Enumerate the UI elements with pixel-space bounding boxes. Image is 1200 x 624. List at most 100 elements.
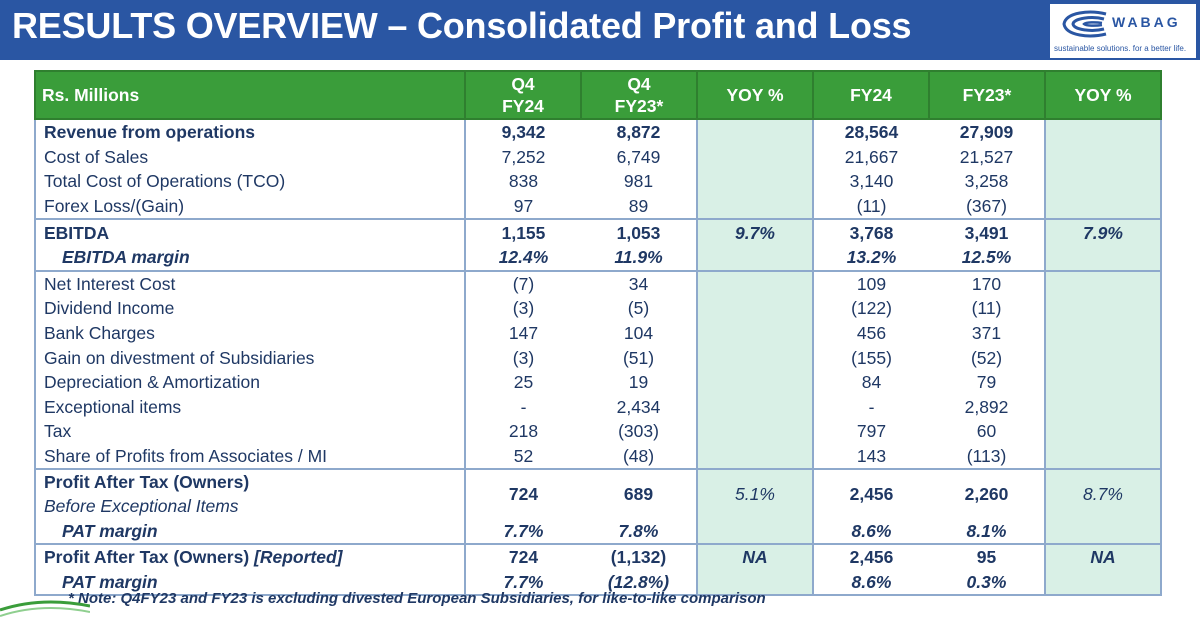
cell-q4fy23: (48) [622, 446, 655, 467]
cell-fy24: (155) [851, 347, 892, 368]
cell-fy23: 170 [929, 269, 1045, 297]
row-label: Dividend Income [34, 296, 466, 321]
cell-fy24: 797 [856, 421, 887, 442]
cell-yoy-q [696, 443, 814, 470]
row-label: Exceptional items [34, 394, 466, 420]
table-header-row: Rs. Millions Q4 FY24 Q4 FY23* YOY % FY24 F… [34, 70, 1162, 120]
cell-q4fy24: 97 [464, 193, 581, 220]
row-label-pat: Profit After Tax (Owners) Before Excepti… [34, 468, 466, 519]
row-label: Revenue from operations [34, 119, 466, 145]
table-row: Exceptional items - 2,434 - 2,892 [34, 394, 1162, 420]
table-row: Depreciation & Amortization 25 19 84 79 [34, 369, 1162, 395]
cell-fy24: 143 [856, 446, 887, 467]
cell-q4fy24: 724 [464, 468, 581, 519]
cell-fy24: 28,564 [844, 122, 899, 143]
cell-yoy-fy [1044, 144, 1162, 170]
row-label: Cost of Sales [34, 144, 466, 170]
cell-yoy-fy [1044, 269, 1162, 297]
row-label: Profit After Tax (Owners) [44, 547, 250, 568]
cell-yoy-q [696, 569, 814, 597]
cell-q4fy23: 19 [628, 372, 649, 393]
cell-q4fy24: 12.4% [464, 244, 581, 271]
cell-q4fy24: 9,342 [464, 119, 581, 145]
cell-yoy-fy [1044, 518, 1162, 544]
cell-yoy-fy [1044, 244, 1162, 271]
cell-fy23: 60 [976, 421, 997, 442]
cell-fy23: (11) [971, 298, 1002, 319]
cell-yoy-q [696, 269, 814, 297]
cell-fy24: 8.6% [813, 569, 929, 597]
table-row: Profit After Tax (Owners) [Reported] 724… [34, 542, 1162, 570]
cell-q4fy24: - [464, 394, 581, 420]
cell-fy23: 8.1% [966, 520, 1007, 541]
header-yoy-quarter: YOY % [696, 70, 814, 120]
slide-title: RESULTS OVERVIEW – Consolidated Profit a… [12, 5, 912, 46]
cell-fy24: - [868, 396, 875, 417]
wabag-swirl-icon [1062, 10, 1107, 38]
cell-fy23: (113) [966, 446, 1007, 467]
cell-yoy-q [696, 394, 814, 420]
cell-fy24: (11) [856, 196, 887, 217]
cell-q4fy24: 25 [464, 369, 581, 395]
cell-fy23: 21,527 [959, 146, 1014, 167]
cell-q4fy23: (12.8%) [581, 569, 697, 597]
cell-yoy-fy [1044, 169, 1162, 194]
slide-header: RESULTS OVERVIEW – Consolidated Profit a… [0, 0, 1200, 60]
row-label: Tax [34, 419, 466, 444]
table-row: Total Cost of Operations (TCO) 838 981 3… [34, 169, 1162, 194]
cell-yoy-fy: NA [1044, 542, 1162, 570]
cell-q4fy24: 7.7% [464, 569, 581, 597]
cell-q4fy23: (5) [627, 298, 650, 319]
cell-q4fy23: 8,872 [616, 122, 661, 143]
table-row: Bank Charges 147 104 456 371 [34, 320, 1162, 346]
row-sublabel: Before Exceptional Items [44, 496, 239, 517]
cell-yoy-q [696, 169, 814, 194]
cell-yoy-fy: 7.9% [1044, 218, 1162, 245]
logo-tagline: sustainable solutions. for a better life… [1054, 44, 1187, 53]
cell-yoy-q: 5.1% [696, 468, 814, 519]
header-yoy-fy: YOY % [1044, 70, 1162, 120]
cell-fy24: 3,768 [813, 218, 929, 245]
cell-q4fy24: (3) [464, 345, 581, 370]
cell-q4fy24: (7) [464, 269, 581, 297]
cell-yoy-q [696, 518, 814, 544]
cell-q4fy23: 1,053 [581, 218, 697, 245]
cell-q4fy24: 7.7% [464, 518, 581, 544]
row-label: EBITDA margin [34, 244, 466, 271]
cell-q4fy23: (303) [618, 421, 659, 442]
cell-q4fy24: 7,252 [464, 144, 581, 170]
cell-q4fy24: 52 [464, 443, 581, 470]
cell-fy24: 2,456 [813, 542, 929, 570]
cell-fy23: 3,258 [964, 171, 1009, 192]
cell-yoy-fy [1044, 569, 1162, 597]
table-row: Dividend Income (3) (5) (122) (11) [34, 296, 1162, 321]
row-label: Share of Profits from Associates / MI [34, 443, 466, 470]
cell-yoy-fy [1044, 443, 1162, 470]
row-label: PAT margin [34, 569, 466, 597]
cell-yoy-fy [1044, 394, 1162, 420]
cell-yoy-q [696, 345, 814, 370]
company-logo: WABAG sustainable solutions. for a bette… [1050, 4, 1196, 58]
table-row: Net Interest Cost (7) 34 109 170 [34, 269, 1162, 297]
cell-yoy-q [696, 119, 814, 145]
table-row: Forex Loss/(Gain) 97 89 (11) (367) [34, 193, 1162, 220]
cell-fy24: 3,140 [849, 171, 894, 192]
cell-fy23: (367) [966, 196, 1007, 217]
table-row: EBITDA margin 12.4% 11.9% 13.2% 12.5% [34, 244, 1162, 271]
cell-yoy-fy [1044, 369, 1162, 395]
cell-fy23: 79 [976, 372, 997, 393]
cell-yoy-fy: 8.7% [1044, 468, 1162, 519]
cell-yoy-q [696, 193, 814, 220]
logo-wordmark: WABAG [1112, 14, 1181, 30]
row-label-suffix: [Reported] [254, 547, 343, 568]
row-label: Forex Loss/(Gain) [34, 193, 466, 220]
cell-yoy-fy [1044, 296, 1162, 321]
header-q4-fy23: Q4 FY23* [580, 70, 698, 120]
cell-fy24: 84 [861, 372, 882, 393]
cell-q4fy24: 147 [464, 320, 581, 346]
cell-q4fy23: 689 [581, 468, 697, 519]
header-fy23: FY23* [928, 70, 1046, 120]
cell-q4fy24: 1,155 [464, 218, 581, 245]
cell-fy23: 371 [971, 323, 1002, 344]
decorative-swoosh-icon [0, 600, 90, 617]
